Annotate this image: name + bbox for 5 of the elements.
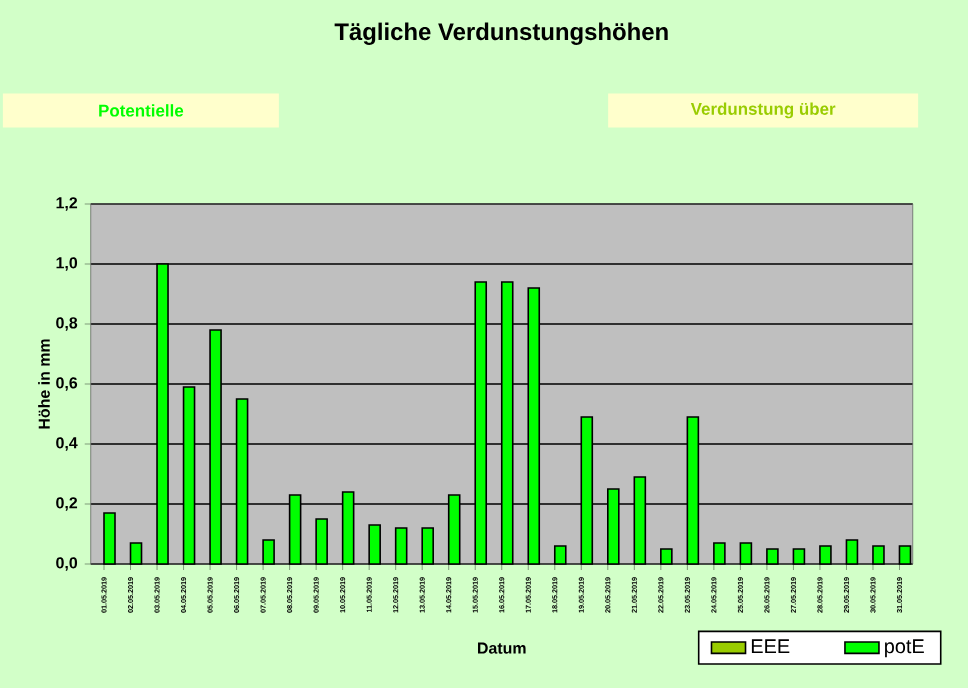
text: Potentielle: [99, 104, 184, 117]
chart-title: Tägliche Verdunstungshöhen: [334, 22, 668, 45]
text: Verdunstung über: [690, 102, 836, 119]
legend-label: potE: [885, 639, 924, 658]
legend-label: EEE: [751, 639, 790, 654]
